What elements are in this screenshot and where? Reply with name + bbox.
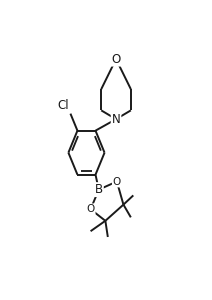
Text: Cl: Cl bbox=[57, 100, 69, 112]
Text: O: O bbox=[86, 204, 95, 214]
Text: O: O bbox=[113, 176, 121, 187]
Text: N: N bbox=[112, 113, 120, 126]
Text: O: O bbox=[112, 52, 121, 66]
Text: B: B bbox=[95, 183, 103, 196]
